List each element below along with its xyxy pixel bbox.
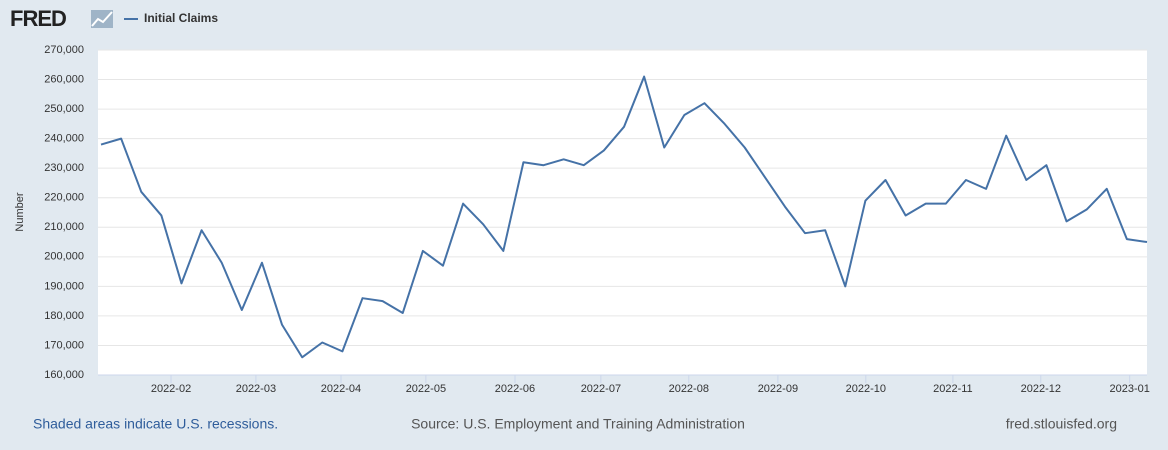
x-tick-label: 2022-09 <box>758 383 798 395</box>
x-tick-label: 2022-04 <box>321 383 361 395</box>
y-tick-label: 230,000 <box>44 162 84 174</box>
logo[interactable]: FRED <box>10 6 67 31</box>
x-tick-label: 2022-12 <box>1021 383 1061 395</box>
x-tick-label: 2022-03 <box>236 383 276 395</box>
y-tick-label: 170,000 <box>44 339 84 351</box>
x-tick-label: 2022-07 <box>581 383 621 395</box>
x-tick-label: 2022-05 <box>406 383 446 395</box>
x-tick-label: 2022-10 <box>846 383 886 395</box>
plot-area <box>98 50 1147 375</box>
recession-note[interactable]: Shaded areas indicate U.S. recessions. <box>33 416 278 432</box>
x-tick-label: 2022-06 <box>495 383 535 395</box>
x-tick-label: 2022-11 <box>933 383 973 395</box>
y-tick-label: 210,000 <box>44 221 84 233</box>
y-tick-label: 260,000 <box>44 73 84 85</box>
y-tick-label: 250,000 <box>44 103 84 115</box>
y-tick-label: 270,000 <box>44 44 84 56</box>
y-tick-label: 180,000 <box>44 310 84 322</box>
series-line <box>100 75 1148 359</box>
y-axis-label: Number <box>14 192 26 231</box>
y-tick-label: 200,000 <box>44 251 84 263</box>
x-tick-label: 2022-08 <box>669 383 709 395</box>
logo-icon <box>91 10 113 28</box>
site[interactable]: fred.stlouisfed.org <box>1006 416 1117 432</box>
x-tick-label: 2022-02 <box>151 383 191 395</box>
y-tick-label: 220,000 <box>44 192 84 204</box>
y-tick-label: 240,000 <box>44 133 84 145</box>
x-tick-label: 2023-01 <box>1110 383 1150 395</box>
source: Source: U.S. Employment and Training Adm… <box>411 416 745 432</box>
y-tick-label: 160,000 <box>44 369 84 381</box>
legend-label[interactable]: Initial Claims <box>144 11 218 25</box>
y-tick-label: 190,000 <box>44 280 84 292</box>
